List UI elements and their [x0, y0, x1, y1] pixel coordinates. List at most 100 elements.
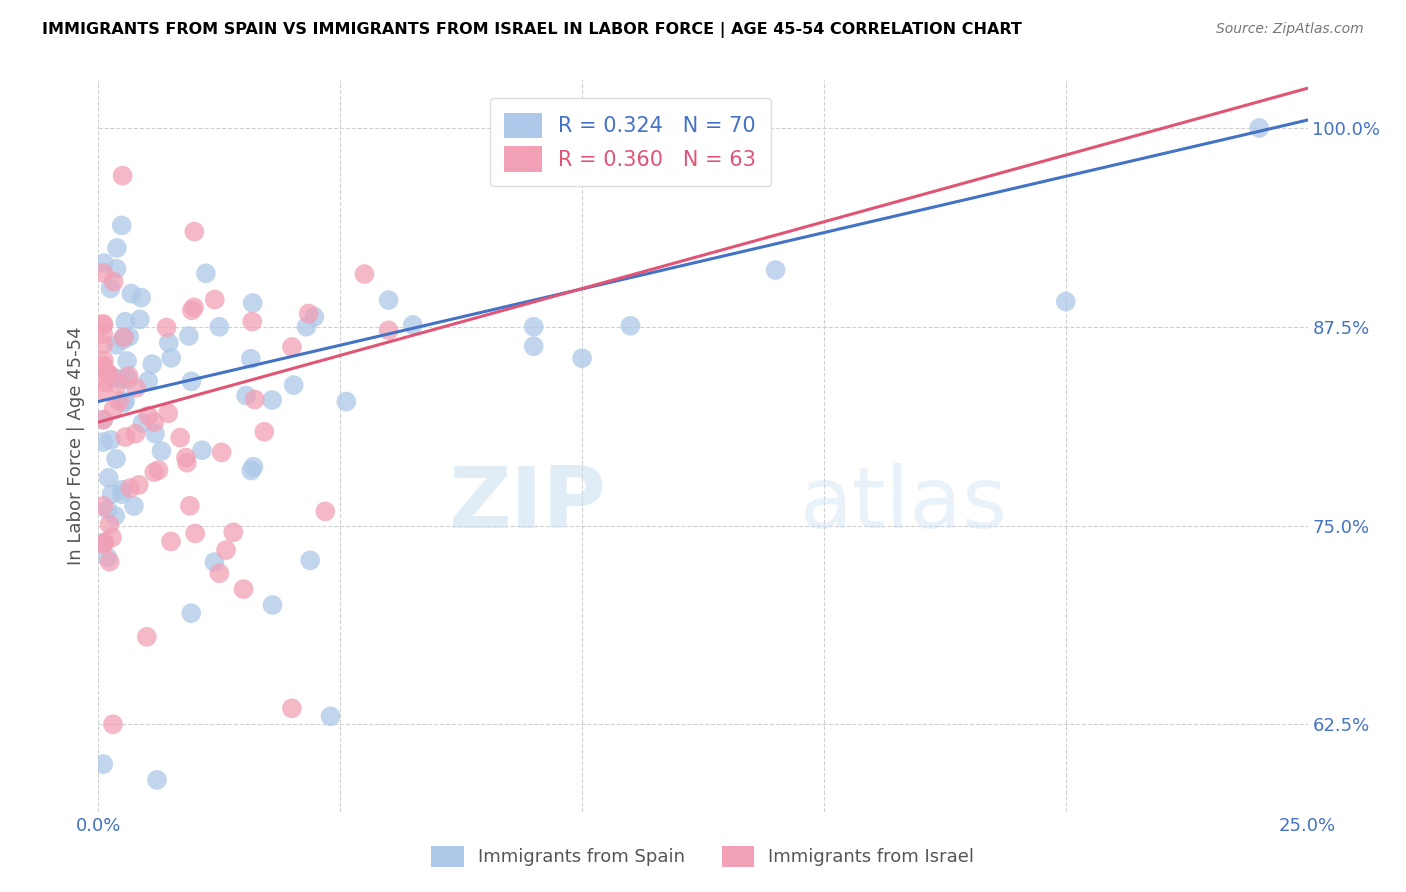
Point	[174, 450, 197, 465]
Point	[103, 275, 125, 289]
Point	[765, 263, 787, 277]
Point	[295, 319, 318, 334]
Point	[112, 330, 135, 344]
Point	[523, 319, 546, 334]
Point	[111, 169, 134, 183]
Point	[571, 351, 593, 366]
Point	[91, 326, 114, 341]
Point	[183, 225, 205, 239]
Point	[215, 543, 238, 558]
Point	[135, 630, 157, 644]
Point	[105, 261, 128, 276]
Point	[180, 303, 202, 318]
Point	[114, 394, 136, 409]
Point	[299, 553, 322, 567]
Point	[100, 487, 122, 501]
Point	[619, 318, 641, 333]
Point	[122, 499, 145, 513]
Point	[235, 388, 257, 402]
Point	[100, 433, 122, 447]
Point	[141, 357, 163, 371]
Point	[97, 471, 120, 485]
Point	[128, 478, 150, 492]
Point	[319, 709, 342, 723]
Point	[120, 481, 142, 495]
Point	[124, 426, 146, 441]
Point	[91, 435, 114, 450]
Point	[281, 701, 304, 715]
Point	[128, 312, 150, 326]
Point	[335, 394, 357, 409]
Point	[97, 502, 120, 516]
Point	[239, 351, 262, 366]
Point	[118, 329, 141, 343]
Point	[91, 412, 114, 426]
Point	[183, 301, 205, 315]
Point	[125, 381, 148, 395]
Point	[105, 241, 128, 255]
Point	[242, 459, 264, 474]
Point	[115, 354, 138, 368]
Point	[169, 431, 191, 445]
Point	[176, 456, 198, 470]
Point	[304, 310, 326, 324]
Point	[402, 318, 425, 332]
Point	[177, 329, 200, 343]
Point	[129, 291, 152, 305]
Point	[160, 351, 183, 365]
Point	[103, 401, 125, 416]
Legend: R = 0.324   N = 70, R = 0.360   N = 63: R = 0.324 N = 70, R = 0.360 N = 63	[489, 98, 770, 186]
Point	[114, 430, 136, 444]
Text: atlas: atlas	[800, 463, 1008, 546]
Point	[242, 296, 264, 310]
Point	[353, 267, 375, 281]
Point	[91, 337, 114, 351]
Point	[180, 375, 202, 389]
Point	[91, 536, 114, 550]
Point	[117, 372, 139, 386]
Point	[180, 606, 202, 620]
Point	[111, 483, 134, 497]
Point	[91, 360, 114, 375]
Point	[243, 392, 266, 407]
Point	[157, 335, 180, 350]
Point	[91, 318, 114, 332]
Point	[114, 330, 136, 344]
Point	[105, 451, 128, 466]
Point	[110, 372, 132, 386]
Point	[114, 315, 136, 329]
Point	[232, 582, 254, 596]
Point	[101, 530, 124, 544]
Point	[108, 394, 131, 409]
Point	[111, 333, 134, 347]
Point	[97, 366, 120, 380]
Point	[100, 281, 122, 295]
Point	[91, 383, 114, 397]
Point	[131, 416, 153, 430]
Point	[143, 415, 166, 429]
Point	[112, 396, 135, 410]
Text: IMMIGRANTS FROM SPAIN VS IMMIGRANTS FROM ISRAEL IN LABOR FORCE | AGE 45-54 CORRE: IMMIGRANTS FROM SPAIN VS IMMIGRANTS FROM…	[42, 22, 1022, 38]
Point	[98, 517, 121, 532]
Point	[184, 526, 207, 541]
Point	[91, 499, 114, 513]
Point	[120, 286, 142, 301]
Point	[91, 757, 114, 772]
Point	[208, 319, 231, 334]
Point	[298, 306, 321, 320]
Point	[117, 368, 139, 383]
Point	[143, 426, 166, 441]
Point	[93, 353, 115, 368]
Point	[262, 598, 284, 612]
Text: ZIP: ZIP	[449, 463, 606, 546]
Point	[377, 323, 399, 337]
Point	[98, 555, 121, 569]
Point	[157, 406, 180, 420]
Point	[222, 525, 245, 540]
Point	[91, 412, 114, 426]
Point	[91, 537, 114, 551]
Point	[179, 499, 201, 513]
Point	[148, 463, 170, 477]
Point	[136, 374, 159, 388]
Point	[314, 504, 336, 518]
